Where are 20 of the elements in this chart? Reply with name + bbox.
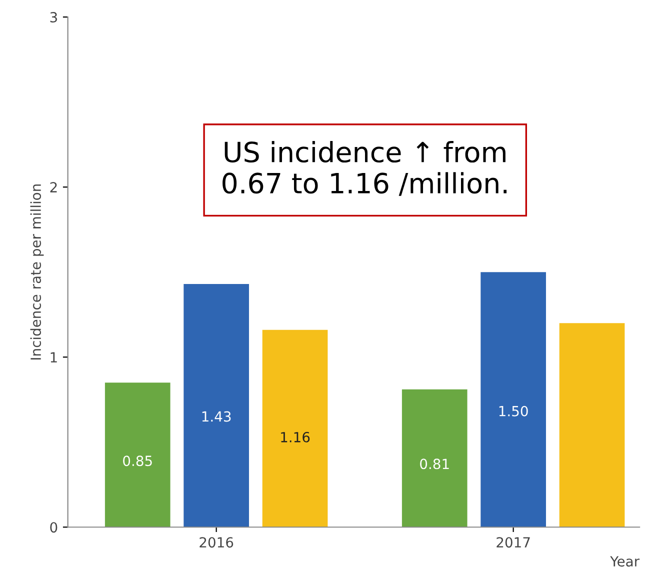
y-tick-label: 0 [50, 522, 58, 533]
y-tick-label: 1 [50, 352, 57, 362]
x-tick-label: 2017 [496, 537, 530, 548]
data-label: 1.16 [281, 432, 310, 442]
bar [480, 272, 546, 528]
y-axis-title: Incidence rate per million [30, 184, 44, 360]
bar [262, 330, 328, 528]
bar [104, 382, 170, 528]
data-label: 1.43 [202, 411, 231, 422]
bar [184, 284, 249, 528]
bar [402, 389, 468, 528]
x-axis-title: Year [610, 556, 640, 567]
y-tick-label: 3 [50, 12, 57, 22]
data-label: 0.81 [420, 458, 449, 470]
annotation: US incidence ↑ from 0.67 to 1.16 /million. [222, 141, 507, 196]
bar [559, 323, 625, 528]
y-tick-label: 2 [50, 182, 57, 192]
x-tick-label: 2016 [200, 537, 234, 548]
data-label: 1.50 [499, 406, 528, 416]
data-label: 0.85 [123, 456, 152, 466]
